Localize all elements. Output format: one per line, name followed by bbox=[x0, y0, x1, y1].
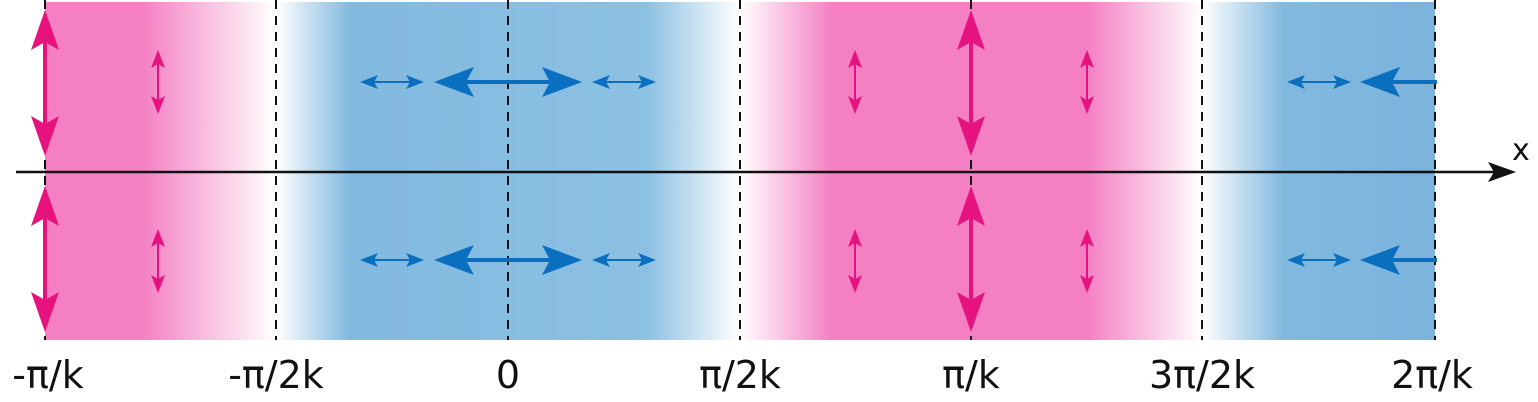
blue-arrow-half bbox=[1360, 245, 1437, 275]
blue-arrow-large bbox=[434, 67, 582, 97]
tick-label: 0 bbox=[496, 353, 520, 397]
blue-arrow-half bbox=[1360, 67, 1437, 97]
blue-arrow-small bbox=[592, 75, 656, 89]
blue-arrow-small bbox=[360, 75, 424, 89]
x-axis-arrowhead bbox=[1488, 162, 1516, 182]
tick-label: 2π/k bbox=[1391, 353, 1473, 397]
pink-arrow-large bbox=[957, 10, 985, 156]
pink-arrow-large bbox=[957, 186, 985, 332]
pink-arrow-small bbox=[1080, 50, 1094, 114]
blue-arrow-small bbox=[592, 253, 656, 267]
pink-arrow-large bbox=[31, 10, 59, 156]
x-axis-label: x bbox=[1512, 133, 1530, 168]
blue-arrow-small bbox=[360, 253, 424, 267]
tick-label: -π/k bbox=[12, 353, 83, 397]
tick-label: -π/2k bbox=[228, 353, 324, 397]
tick-label: 3π/2k bbox=[1149, 353, 1255, 397]
blue-arrow-large bbox=[434, 245, 582, 275]
pink-arrow-large bbox=[31, 186, 59, 332]
pink-arrow-small bbox=[151, 229, 165, 293]
pink-arrow-small bbox=[848, 50, 862, 114]
tick-labels: -π/k -π/2k 0 π/2k π/k 3π/2k 2π/k bbox=[12, 353, 1473, 397]
x-axis: x bbox=[16, 133, 1530, 182]
pink-arrow-small bbox=[848, 229, 862, 293]
blue-arrow-small bbox=[1287, 75, 1351, 89]
blue-arrow-small bbox=[1287, 253, 1351, 267]
tick-label: π/2k bbox=[699, 353, 781, 397]
pink-arrow-small bbox=[151, 50, 165, 114]
pink-arrow-small bbox=[1080, 229, 1094, 293]
arrows bbox=[31, 10, 1437, 332]
tick-label: π/k bbox=[942, 353, 1000, 397]
